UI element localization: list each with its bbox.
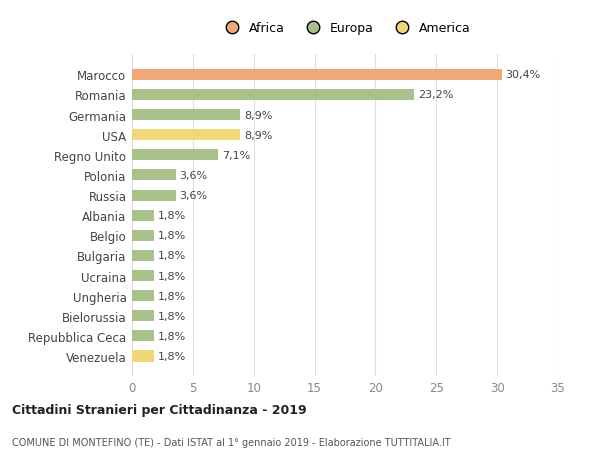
Bar [132, 311, 154, 322]
Bar [132, 291, 154, 302]
Text: 1,8%: 1,8% [158, 311, 186, 321]
Bar [132, 90, 415, 101]
Bar [132, 210, 154, 221]
Text: 1,8%: 1,8% [158, 251, 186, 261]
Bar [132, 230, 154, 241]
Text: 7,1%: 7,1% [222, 151, 250, 161]
Legend: Africa, Europa, America: Africa, Europa, America [217, 20, 473, 38]
Text: 3,6%: 3,6% [179, 190, 208, 201]
Text: COMUNE DI MONTEFINO (TE) - Dati ISTAT al 1° gennaio 2019 - Elaborazione TUTTITAL: COMUNE DI MONTEFINO (TE) - Dati ISTAT al… [12, 437, 451, 447]
Bar [132, 110, 241, 121]
Text: 30,4%: 30,4% [506, 70, 541, 80]
Bar [132, 70, 502, 81]
Text: 8,9%: 8,9% [244, 110, 272, 120]
Text: 1,8%: 1,8% [158, 231, 186, 241]
Bar [132, 270, 154, 281]
Bar [132, 351, 154, 362]
Text: 3,6%: 3,6% [179, 171, 208, 180]
Text: 1,8%: 1,8% [158, 271, 186, 281]
Text: 1,8%: 1,8% [158, 351, 186, 361]
Text: 1,8%: 1,8% [158, 291, 186, 301]
Text: 23,2%: 23,2% [418, 90, 454, 100]
Text: 1,8%: 1,8% [158, 331, 186, 341]
Bar [132, 150, 218, 161]
Text: 1,8%: 1,8% [158, 211, 186, 221]
Bar [132, 130, 241, 141]
Text: 8,9%: 8,9% [244, 130, 272, 140]
Text: Cittadini Stranieri per Cittadinanza - 2019: Cittadini Stranieri per Cittadinanza - 2… [12, 403, 307, 416]
Bar [132, 330, 154, 341]
Bar [132, 170, 176, 181]
Bar [132, 190, 176, 201]
Bar [132, 250, 154, 262]
